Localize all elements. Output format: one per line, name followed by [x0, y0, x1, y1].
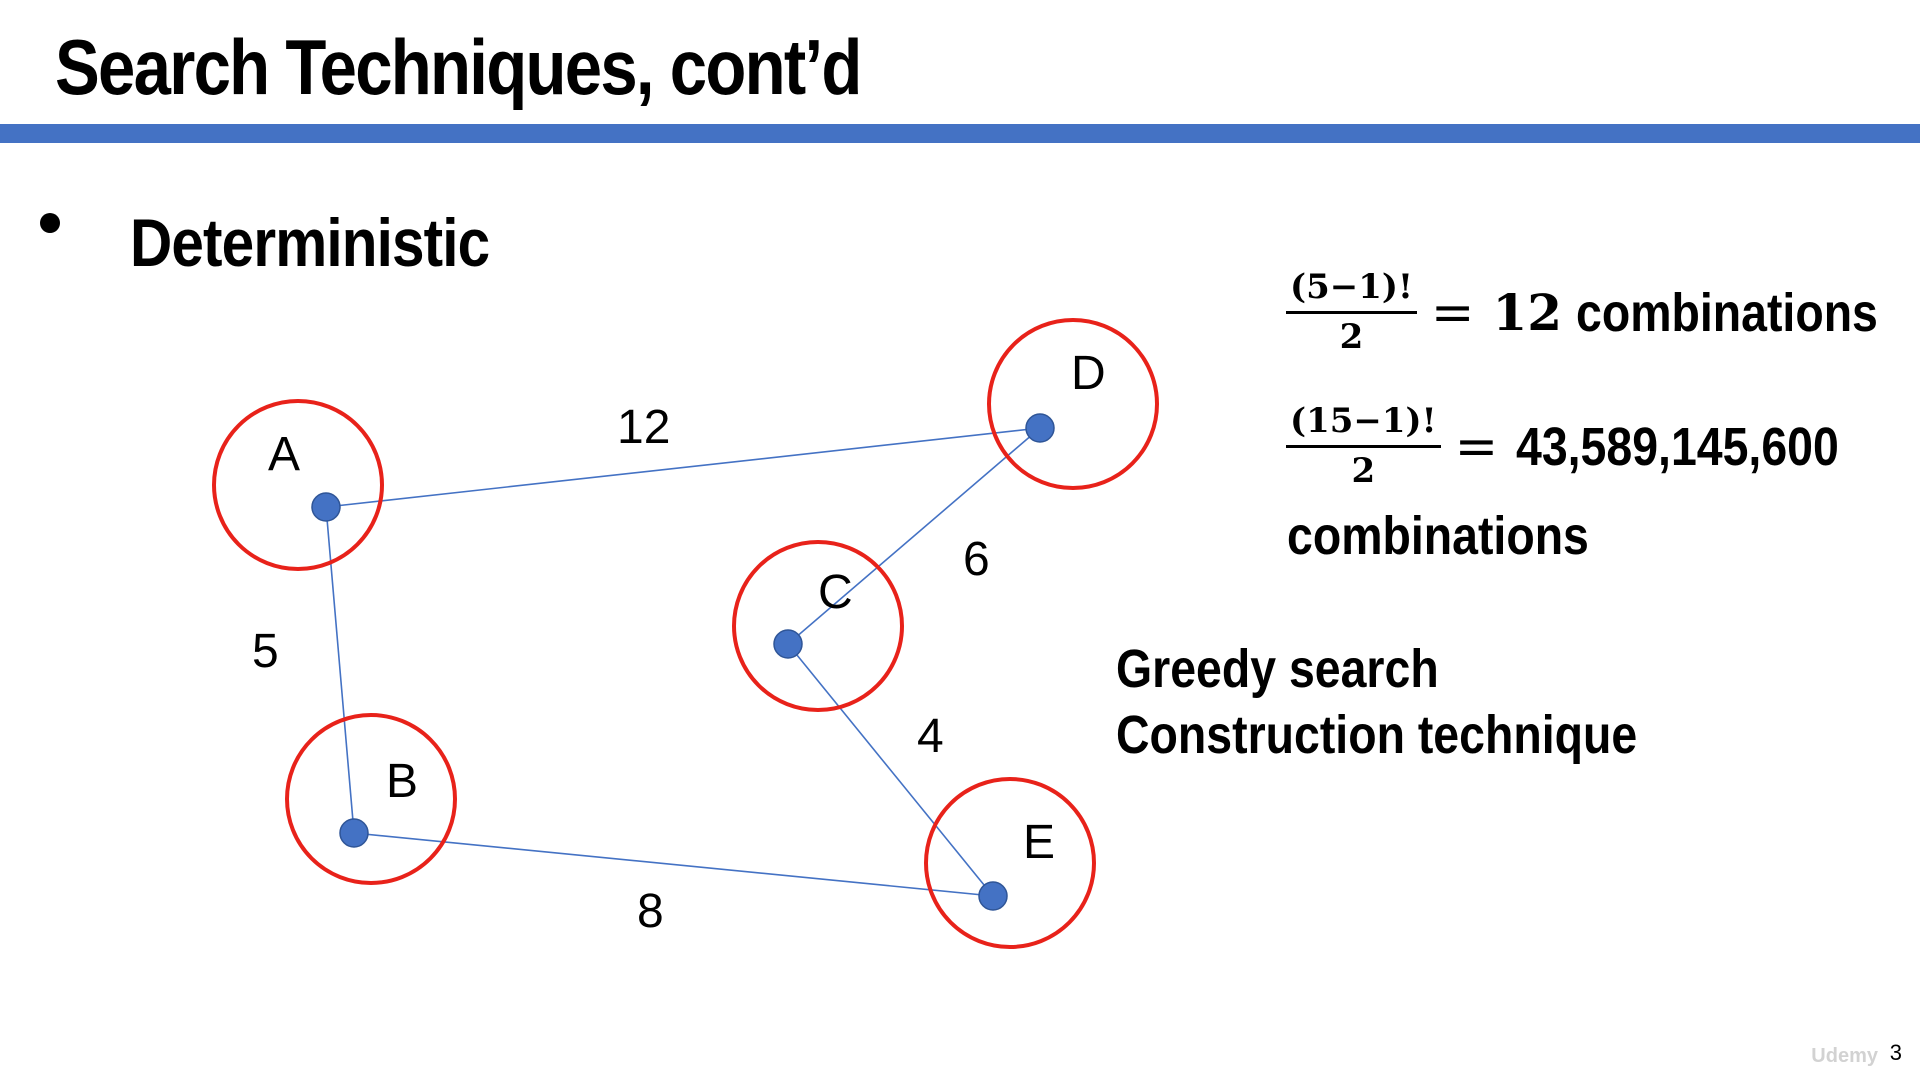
- edge-d-c: [787, 427, 1041, 645]
- formula-large-combinations: (15−1)! 2 = 43,589,145,600: [1286, 401, 1892, 492]
- equals-sign: =: [1430, 282, 1475, 343]
- node-dot-a: [311, 492, 341, 522]
- node-label-b: B: [386, 755, 418, 808]
- node-dot-b: [339, 818, 369, 848]
- fraction-denominator: 2: [1339, 317, 1364, 358]
- edge-a-d: [325, 427, 1041, 508]
- fraction-denominator: 2: [1351, 451, 1376, 492]
- node-label-a: A: [268, 428, 300, 481]
- formula-result-number: 43,589,145,600: [1516, 416, 1839, 477]
- fraction: (5−1)! 2: [1286, 267, 1417, 358]
- note-greedy-search: Greedy search: [1116, 639, 1439, 699]
- node-dot-e: [978, 881, 1008, 911]
- title-underline-bar: [0, 124, 1920, 143]
- note-construction-technique: Construction technique: [1116, 705, 1638, 765]
- equals-sign: =: [1454, 416, 1499, 477]
- node-label-e: E: [1023, 816, 1055, 869]
- formula-result-text: combinations: [1576, 282, 1878, 343]
- fraction: (15−1)! 2: [1286, 401, 1441, 492]
- edge-weight-b-e: 8: [637, 885, 664, 938]
- node-label-c: C: [818, 566, 853, 619]
- node-dot-d: [1025, 413, 1055, 443]
- fraction-numerator: (15−1)!: [1286, 401, 1441, 449]
- node-dot-c: [773, 629, 803, 659]
- technique-notes: Greedy search Construction technique: [1116, 636, 1637, 768]
- node-ring-a: [212, 399, 384, 571]
- edge-weight-a-b: 5: [252, 625, 279, 678]
- edge-weight-a-d: 12: [617, 401, 670, 454]
- node-ring-b: [285, 713, 457, 885]
- slide-title: Search Techniques, cont’d: [55, 23, 862, 111]
- node-ring-c: [732, 540, 904, 712]
- formula-small-combinations: (5−1)! 2 = 12 combinations: [1286, 267, 1920, 358]
- edge-weight-c-e: 4: [917, 710, 944, 763]
- page-number: 3: [1889, 1040, 1902, 1065]
- node-label-d: D: [1071, 347, 1106, 400]
- fraction-numerator: (5−1)!: [1286, 267, 1417, 315]
- edge-b-e: [353, 832, 994, 897]
- edge-weight-d-c: 6: [963, 533, 990, 586]
- edge-c-e: [787, 643, 994, 897]
- bullet-text: Deterministic: [130, 205, 490, 281]
- formula-value: 12: [1492, 283, 1563, 343]
- formula-result-text: combinations: [1287, 506, 1589, 566]
- node-ring-e: [924, 777, 1096, 949]
- node-ring-d: [987, 318, 1159, 490]
- bullet-marker: [40, 213, 60, 233]
- udemy-watermark: Udemy: [1811, 1045, 1878, 1067]
